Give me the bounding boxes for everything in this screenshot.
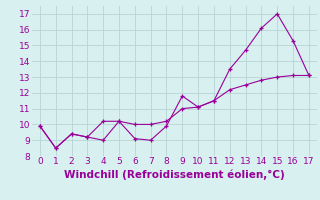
X-axis label: Windchill (Refroidissement éolien,°C): Windchill (Refroidissement éolien,°C) xyxy=(64,169,285,180)
